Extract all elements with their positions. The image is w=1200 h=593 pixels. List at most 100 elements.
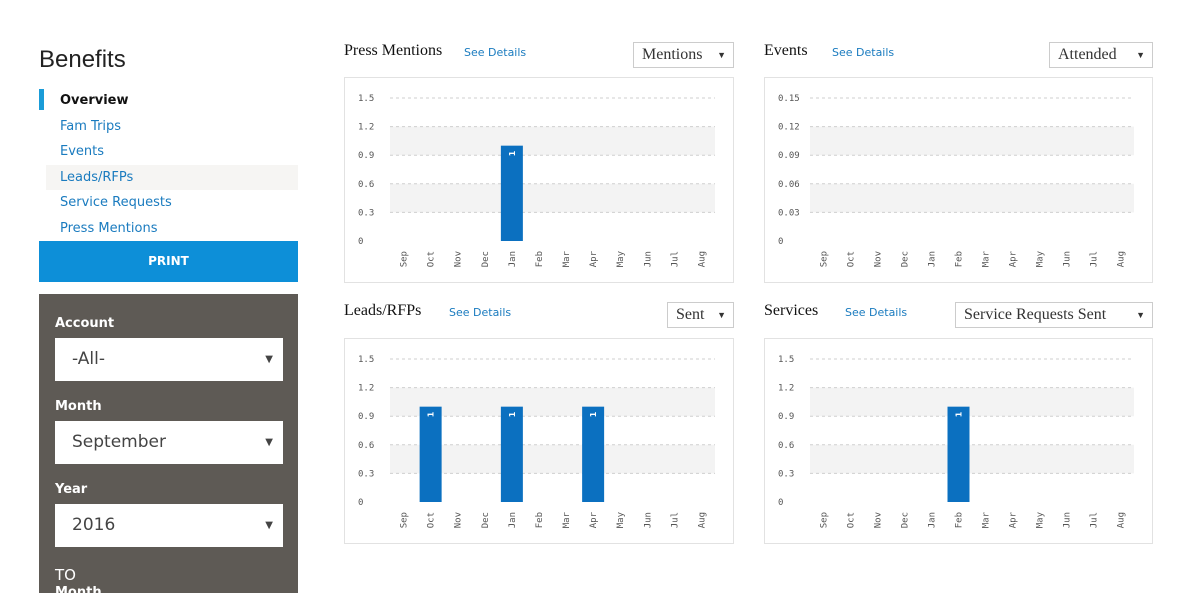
y-tick-label: 1.5 (358, 94, 374, 104)
grid-band (390, 183, 715, 213)
x-tick-label: Feb (535, 251, 545, 267)
account-label: Account (55, 316, 115, 331)
sidebar-item-fam-trips[interactable]: Fam Trips (60, 118, 122, 134)
account-select[interactable]: -All- ▼ (55, 338, 283, 381)
leads-rfps-see-details-link[interactable]: See Details (449, 306, 512, 319)
sidebar-item-press-mentions[interactable]: Press Mentions (60, 220, 158, 236)
events-metric-value: Attended (1058, 46, 1117, 63)
print-button[interactable]: PRINT (39, 241, 298, 282)
y-tick-label: 0.9 (358, 412, 374, 422)
services-title: Services (764, 302, 819, 319)
services-see-details-link[interactable]: See Details (845, 306, 908, 319)
services-metric-select[interactable]: Service Requests Sent ▼ (955, 302, 1153, 328)
x-tick-label: Sep (400, 512, 410, 528)
y-tick-label: 1.5 (778, 355, 794, 365)
grid-band (390, 444, 715, 474)
chevron-down-icon: ▼ (1136, 310, 1145, 320)
y-tick-label: 0 (358, 237, 363, 247)
x-tick-label: Nov (454, 512, 464, 528)
x-tick-label: Jan (508, 251, 518, 267)
year-select-value: 2016 (72, 515, 116, 535)
y-tick-label: 0.3 (358, 469, 374, 479)
leads-rfps-metric-value: Sent (676, 306, 705, 323)
x-tick-label: Jan (928, 251, 938, 267)
sidebar-item-overview[interactable]: Overview (39, 88, 298, 114)
x-tick-label: Jan (928, 512, 938, 528)
x-tick-label: Dec (901, 512, 911, 528)
x-tick-label: Apr (589, 250, 599, 267)
to-label: TO (55, 566, 76, 584)
grid-band (810, 387, 1134, 417)
x-tick-label: Aug (1117, 512, 1127, 528)
chevron-down-icon: ▼ (1136, 50, 1145, 60)
x-tick-label: Sep (820, 512, 830, 528)
press-mentions-title: Press Mentions (344, 42, 443, 59)
year-select[interactable]: 2016 ▼ (55, 504, 283, 547)
x-tick-label: Jul (670, 251, 680, 267)
x-tick-label: Jun (1063, 512, 1073, 528)
x-tick-label: Sep (400, 251, 410, 267)
bar-value-label: 1 (427, 411, 436, 417)
sidebar: Benefits Overview Fam Trips Events Leads… (39, 0, 298, 593)
x-tick-label: Apr (1009, 511, 1019, 528)
x-tick-label: Dec (481, 512, 491, 528)
x-tick-label: May (616, 511, 626, 528)
x-tick-label: Dec (481, 251, 491, 267)
events-title: Events (764, 42, 808, 59)
press-mentions-see-details-link[interactable]: See Details (464, 46, 527, 59)
x-tick-label: Oct (847, 251, 857, 267)
events-see-details-link[interactable]: See Details (832, 46, 895, 59)
bar-oct (419, 406, 442, 502)
x-tick-label: Mar (982, 250, 992, 267)
x-tick-label: Aug (1117, 251, 1127, 267)
press-mentions-chart-svg: 0 0.3 0.6 0.9 1.2 1.5 Sep Oct Nov Dec 1 Jan Feb Mar Ap… (358, 94, 715, 267)
y-tick-label: 1.2 (358, 123, 374, 133)
bar-jan (500, 406, 523, 502)
press-mentions-metric-select[interactable]: Mentions ▼ (633, 42, 734, 68)
sidebar-item-leads-rfps[interactable]: Leads/RFPs (46, 164, 298, 190)
sidebar-item-events[interactable]: Events (60, 144, 105, 159)
x-tick-label: Oct (427, 512, 437, 528)
chevron-down-icon: ▼ (265, 520, 273, 531)
x-tick-label: Jul (670, 512, 680, 528)
x-tick-label: Oct (847, 512, 857, 528)
events-chart: 0 0.03 0.06 0.09 0.12 0.15 Sep Oct Nov Dec Jan Feb M… (764, 77, 1153, 283)
x-tick-label: Dec (901, 251, 911, 267)
y-tick-label: 0 (778, 498, 783, 508)
y-tick-label: 0.9 (778, 412, 794, 422)
grid-band (810, 126, 1134, 156)
events-header: Events See Details Attended ▼ (764, 42, 1153, 68)
leads-rfps-header: Leads/RFPs See Details Sent ▼ (344, 302, 734, 328)
y-tick-label: 0.15 (778, 94, 800, 104)
x-tick-label: Jun (643, 512, 653, 528)
month-select[interactable]: September ▼ (55, 421, 283, 464)
x-tick-label: Mar (982, 511, 992, 528)
chevron-down-icon: ▼ (717, 50, 726, 60)
x-tick-label: May (616, 250, 626, 267)
x-tick-label: Nov (874, 512, 884, 528)
leads-rfps-metric-select[interactable]: Sent ▼ (667, 302, 734, 328)
x-tick-label: Jan (508, 512, 518, 528)
x-tick-label: Feb (535, 512, 545, 528)
x-tick-label: Feb (955, 512, 965, 528)
press-mentions-header: Press Mentions See Details Mentions ▼ (344, 42, 734, 68)
services-chart: 0 0.3 0.6 0.9 1.2 1.5 Sep Oct Nov Dec Jan 1 Feb Mar Ap… (764, 338, 1153, 544)
page-title: Benefits (39, 46, 126, 73)
to-month-label: Month (55, 585, 102, 593)
x-tick-label: Jun (1063, 251, 1073, 267)
leads-rfps-chart: 0 0.3 0.6 0.9 1.2 1.5 Sep 1 Oct Nov Dec 1 Jan Feb Mar 1… (344, 338, 734, 544)
x-tick-label: Nov (874, 251, 884, 267)
events-metric-select[interactable]: Attended ▼ (1049, 42, 1153, 68)
press-mentions-metric-value: Mentions (642, 46, 703, 63)
y-tick-label: 0 (358, 498, 363, 508)
grid-band (390, 387, 715, 417)
bar-apr (582, 406, 605, 502)
sidebar-item-service-requests[interactable]: Service Requests (60, 195, 172, 210)
bar-feb (947, 406, 970, 502)
sidebar-nav: Overview Fam Trips Events Leads/RFPs Ser… (39, 88, 298, 241)
bar-jan (500, 145, 523, 241)
y-tick-label: 0.03 (778, 208, 800, 218)
y-tick-label: 0.9 (358, 151, 374, 161)
x-tick-label: Jun (643, 251, 653, 267)
leads-rfps-chart-svg: 0 0.3 0.6 0.9 1.2 1.5 Sep 1 Oct Nov Dec 1 Jan Feb Mar 1… (358, 355, 715, 528)
